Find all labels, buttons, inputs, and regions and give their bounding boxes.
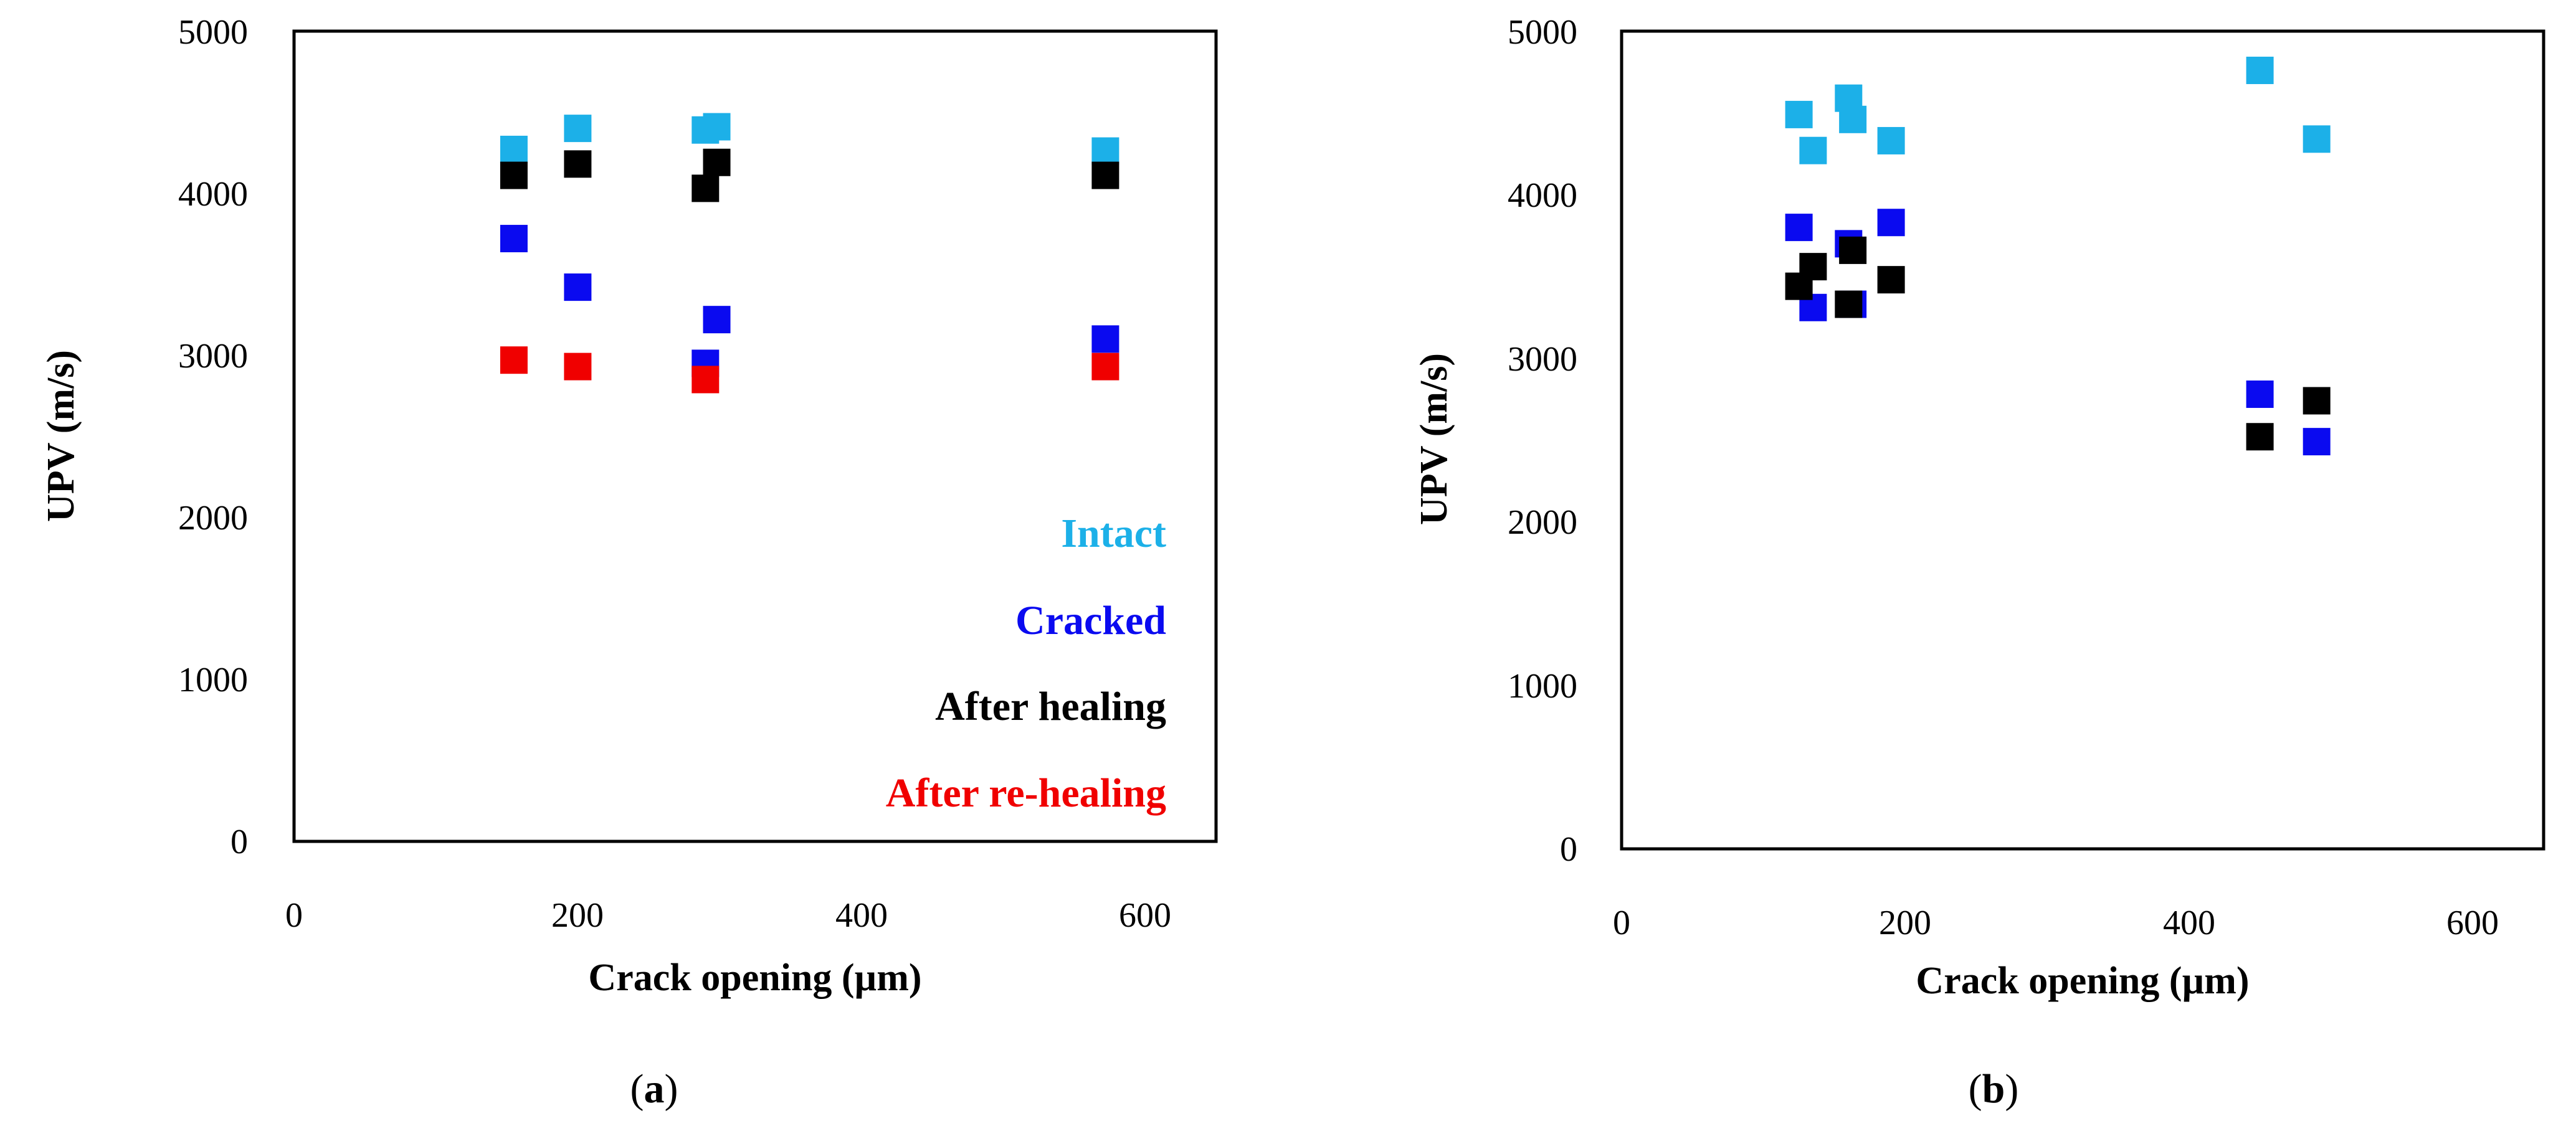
data-point-intact — [564, 115, 592, 143]
data-point-after-healing — [1839, 236, 1867, 264]
x-tick-label: 600 — [2446, 904, 2499, 942]
x-tick-labels: 0 200 400 600 — [1613, 904, 2499, 942]
data-point-intact — [1839, 105, 1867, 133]
y-axis-title: UPV (m/s) — [40, 350, 82, 522]
y-tick-label: 2000 — [1508, 503, 1577, 542]
legend: Intact Cracked After healing After re-he… — [886, 511, 1166, 816]
data-point-intact — [1785, 100, 1813, 128]
legend-entry-after-healing: After healing — [935, 684, 1166, 729]
y-tick-label: 5000 — [1508, 13, 1577, 52]
y-tick-label: 1000 — [178, 661, 248, 699]
x-tick-label: 200 — [1879, 904, 1931, 942]
y-tick-label: 4000 — [178, 175, 248, 214]
y-tick-label: 0 — [1560, 830, 1577, 869]
data-point-after-healing — [1091, 161, 1119, 189]
data-point-intact — [703, 113, 731, 141]
y-tick-label: 5000 — [178, 13, 248, 52]
data-point-after-re-healing — [500, 346, 528, 374]
plot-area-frame — [292, 29, 1218, 843]
legend-entry-cracked: Cracked — [1015, 598, 1166, 643]
plot-area-frame — [1620, 29, 2545, 851]
data-point-cracked — [564, 273, 592, 301]
data-point-after-healing — [692, 174, 720, 202]
y-tick-label: 3000 — [178, 337, 248, 376]
caption-letter: a — [644, 1066, 665, 1112]
data-point-after-healing — [2303, 387, 2331, 415]
panel-caption-b: (b) — [1969, 1066, 2019, 1112]
x-tick-labels: 0 200 400 600 — [285, 896, 1171, 935]
y-tick-label: 2000 — [178, 499, 248, 537]
data-point-after-healing — [1799, 253, 1827, 281]
data-point-intact — [2246, 57, 2274, 85]
x-tick-label: 200 — [551, 896, 604, 935]
caption-paren-open: ( — [630, 1066, 644, 1112]
data-point-after-healing — [1835, 290, 1863, 318]
x-tick-label: 0 — [1613, 904, 1630, 942]
data-point-cracked — [1785, 214, 1813, 242]
data-markers — [500, 113, 1119, 394]
x-tick-label: 0 — [285, 896, 303, 935]
data-point-after-re-healing — [564, 352, 592, 381]
y-tick-label: 3000 — [1508, 340, 1577, 379]
chart-panel-a: 0 1000 2000 3000 4000 5000 0 200 400 600… — [40, 13, 1218, 1112]
caption-paren-close: ) — [665, 1066, 678, 1112]
data-point-cracked — [500, 225, 528, 253]
data-point-cracked — [703, 306, 731, 334]
chart-panel-b: 0 1000 2000 3000 4000 5000 0 200 400 600… — [1413, 13, 2545, 1112]
data-point-after-healing — [1877, 266, 1905, 294]
data-markers — [1785, 57, 2331, 456]
data-point-cracked — [2246, 380, 2274, 408]
x-tick-label: 400 — [835, 896, 888, 935]
data-point-after-re-healing — [1091, 352, 1119, 381]
y-tick-label: 4000 — [1508, 176, 1577, 215]
data-point-after-re-healing — [692, 366, 720, 394]
data-point-after-healing — [500, 161, 528, 189]
data-point-after-healing — [564, 150, 592, 178]
y-axis-title: UPV (m/s) — [1413, 353, 1455, 525]
data-point-after-healing — [703, 148, 731, 176]
data-point-intact — [500, 135, 528, 163]
y-tick-label: 1000 — [1508, 667, 1577, 706]
x-axis-title: Crack opening (µm) — [588, 957, 921, 999]
caption-paren-close: ) — [2005, 1066, 2018, 1112]
x-tick-label: 400 — [2163, 904, 2215, 942]
data-point-intact — [1877, 126, 1905, 154]
data-point-cracked — [1091, 325, 1119, 353]
y-tick-label: 0 — [231, 823, 248, 861]
data-point-intact — [1091, 137, 1119, 165]
data-point-cracked — [1877, 209, 1905, 237]
y-tick-labels: 0 1000 2000 3000 4000 5000 — [1508, 13, 1577, 869]
legend-entry-intact: Intact — [1061, 511, 1166, 556]
x-axis-title: Crack opening (µm) — [1916, 960, 2249, 1002]
y-tick-labels: 0 1000 2000 3000 4000 5000 — [178, 13, 248, 861]
data-point-intact — [1799, 136, 1827, 164]
data-point-after-healing — [2246, 423, 2274, 451]
x-tick-label: 600 — [1119, 896, 1171, 935]
data-point-cracked — [2303, 428, 2331, 456]
legend-entry-after-re-healing: After re-healing — [886, 770, 1166, 816]
panel-caption-a: (a) — [630, 1066, 678, 1112]
data-point-intact — [2303, 125, 2331, 153]
caption-paren-open: ( — [1969, 1066, 1982, 1112]
caption-letter: b — [1982, 1066, 2005, 1112]
